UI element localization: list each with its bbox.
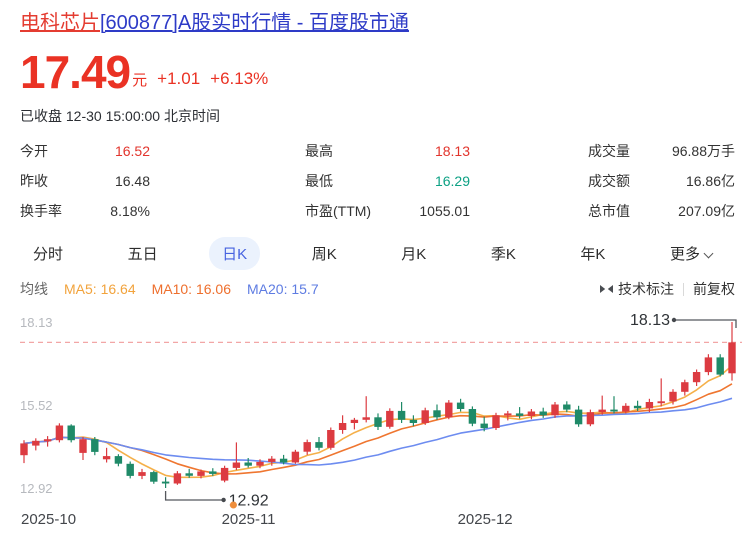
tech-annotation-toggle[interactable]: 技术标注 <box>599 279 674 299</box>
title-rest: [600877]A股实时行情 - 百度股市通 <box>100 12 409 34</box>
high-price-annotation: 18.13 <box>630 312 670 329</box>
ma-legend: 均线 MA5: 16.64 MA10: 16.06 MA20: 15.7 <box>20 279 319 299</box>
current-price: 17.49 <box>20 46 131 98</box>
stat-amount: 成交额 16.86亿 <box>588 173 735 189</box>
tab-minute[interactable]: 分时 <box>33 246 64 263</box>
adjustment-mode-button[interactable]: 前复权 <box>693 281 735 297</box>
market-status: 已收盘 12-30 15:00:00 北京时间 <box>20 108 220 124</box>
stats-col-3: 成交量 96.88万手 成交额 16.86亿 总市值 207.09亿 <box>588 141 735 220</box>
divider <box>683 282 684 296</box>
event-marker-dot <box>229 501 237 509</box>
result-title-link[interactable]: 电科芯片[600877]A股实时行情 - 百度股市通 <box>20 10 409 36</box>
tab-five-day[interactable]: 五日 <box>127 246 158 263</box>
stat-prev-close: 昨收 16.48 <box>20 173 150 189</box>
ma20-line <box>23 397 733 466</box>
stats-col-2: 最高 18.13 最低 16.29 市盈(TTM) 1055.01 <box>305 141 470 220</box>
tab-monthly-k[interactable]: 月K <box>401 246 427 263</box>
ma-prefix: 均线 <box>20 281 48 297</box>
tab-quarterly-k[interactable]: 季K <box>490 246 516 263</box>
candlesticks <box>20 322 736 488</box>
tab-more[interactable]: 更多 <box>657 237 725 270</box>
x-axis-label: 2025-10 <box>21 511 76 528</box>
x-axis-label: 2025-12 <box>458 511 513 528</box>
y-axis-label: 12.92 <box>20 481 53 496</box>
low-price-annotation: 12.92 <box>229 493 269 510</box>
price-annotations: 12.92 18.13 <box>164 312 737 510</box>
chart-period-tabs: 分时 五日 日K 周K 月K 季K 年K 更多 <box>20 237 725 270</box>
y-axis-label: 18.13 <box>20 315 53 330</box>
stat-open: 今开 16.52 <box>20 143 150 159</box>
stat-pe-ttm: 市盈(TTM) 1055.01 <box>305 203 470 219</box>
stat-market-cap: 总市值 207.09亿 <box>588 203 735 219</box>
stat-volume: 成交量 96.88万手 <box>588 143 735 159</box>
x-axis-label: 2025-11 <box>222 511 276 528</box>
stock-name: 电科芯片 <box>20 12 100 34</box>
bowtie-annotation-icon <box>600 285 613 293</box>
chevron-down-icon <box>703 248 714 259</box>
chart-toolbar: 技术标注 前复权 <box>599 279 735 299</box>
tab-daily-k[interactable]: 日K <box>209 237 261 270</box>
tab-weekly-k[interactable]: 周K <box>311 246 337 263</box>
ma5-value: MA5: 16.64 <box>64 281 136 297</box>
ma20-value: MA20: 15.7 <box>247 281 319 297</box>
y-axis-label: 15.52 <box>20 398 53 413</box>
price-unit: 元 <box>132 72 148 89</box>
stat-low: 最低 16.29 <box>305 173 470 189</box>
stat-turnover-rate: 换手率 8.18% <box>20 203 150 219</box>
tab-yearly-k[interactable]: 年K <box>580 246 606 263</box>
price-change-pct: +6.13% <box>210 69 269 88</box>
stat-high: 最高 18.13 <box>305 143 470 159</box>
price-change: +1.01 <box>157 69 201 88</box>
ma10-value: MA10: 16.06 <box>151 281 231 297</box>
stats-col-1: 今开 16.52 昨收 16.48 换手率 8.18% <box>20 141 150 220</box>
quote-block: 17.49 元 +1.01 +6.13% <box>20 48 268 96</box>
